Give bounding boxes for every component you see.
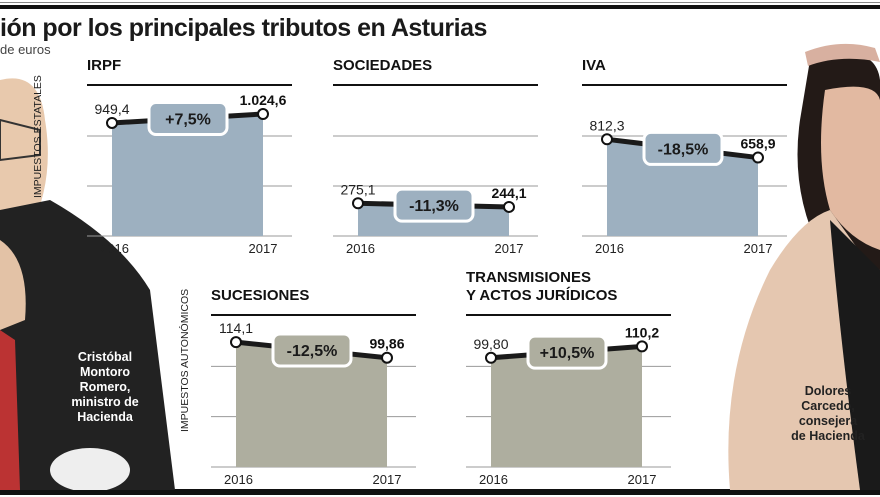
chart-sociedades: SOCIEDADES 275,1 244,1 -11,3% 2016 2017 xyxy=(333,57,538,256)
subtitle: de euros xyxy=(0,42,51,57)
change-badge xyxy=(147,101,229,136)
x-tick-label: 2016 xyxy=(224,472,253,487)
caption-minister: Cristóbal Montoro Romero, ministro de Ha… xyxy=(60,350,150,425)
chart-irpf: IRPF 949,4 1.024,6 +7,5% 2016 2017 xyxy=(87,57,292,256)
chart-sucesiones: SUCESIONES 114,1 99,86 -12,5% 2016 2017 xyxy=(211,287,416,487)
chart-iva: IVA 812,3 658,9 -18,5% 2016 2017 xyxy=(582,57,787,256)
caption-line: Carcedo, xyxy=(801,399,855,413)
x-tick-label: 2016 xyxy=(100,241,129,256)
data-point-2016 xyxy=(601,133,613,146)
change-label: -12,5% xyxy=(287,343,338,360)
change-badge xyxy=(393,187,475,223)
value-label-2016: 114,1 xyxy=(219,320,253,336)
chart-title: TRANSMISIONES xyxy=(466,269,591,286)
page-title: ión por los principales tributos en Astu… xyxy=(0,14,487,42)
x-tick-label: 2017 xyxy=(628,472,657,487)
x-tick-label: 2017 xyxy=(249,241,278,256)
data-point-2017 xyxy=(503,200,515,213)
value-label-2016: 275,1 xyxy=(340,181,375,197)
x-tick-label: 2017 xyxy=(495,241,524,256)
value-label-2017: 244,1 xyxy=(491,185,526,201)
value-label-2017: 99,86 xyxy=(369,336,404,352)
change-badge xyxy=(642,130,724,166)
value-label-2016: 99,80 xyxy=(473,336,508,352)
data-point-2016 xyxy=(230,336,242,349)
value-label-2016: 949,4 xyxy=(94,101,129,117)
minister-photo xyxy=(0,78,175,490)
chart-title: Y ACTOS JURÍDICOS xyxy=(466,287,617,304)
change-badge xyxy=(271,332,353,368)
data-point-2016 xyxy=(352,197,364,210)
x-tick-label: 2016 xyxy=(479,472,508,487)
x-tick-label: 2016 xyxy=(346,241,375,256)
caption-line: ministro de xyxy=(71,395,139,409)
x-tick-label: 2017 xyxy=(744,241,773,256)
bottom-rule xyxy=(0,489,880,495)
chart-title: IVA xyxy=(582,57,606,74)
area-fill xyxy=(491,346,642,467)
top-rule xyxy=(0,5,880,9)
caption-line: Montoro xyxy=(80,365,130,379)
value-label-2016: 812,3 xyxy=(589,117,624,133)
caption-line: Romero, xyxy=(79,380,131,394)
change-label: -18,5% xyxy=(658,141,709,158)
group-label-regional: IMPUESTOS AUTONÓMICOS xyxy=(179,288,191,432)
area-fill xyxy=(236,342,387,467)
data-point-2017 xyxy=(381,351,393,364)
councillor-photo xyxy=(728,43,880,490)
value-label-2017: 110,2 xyxy=(625,324,659,340)
change-badge xyxy=(526,334,608,370)
data-point-2017 xyxy=(636,340,648,353)
caption-councillor: Dolores Carcedo, consejera de Hacienda xyxy=(778,384,878,444)
caption-line: de Hacienda xyxy=(791,429,865,443)
chart-title: SUCESIONES xyxy=(211,287,309,304)
data-point-2016 xyxy=(485,351,497,364)
value-label-2017: 658,9 xyxy=(740,136,775,152)
data-point-2016 xyxy=(106,116,118,129)
caption-line: Dolores xyxy=(804,384,852,398)
top-rule-thin xyxy=(0,2,880,3)
value-label-2017: 1.024,6 xyxy=(240,92,287,108)
change-label: -11,3% xyxy=(409,198,459,215)
area-fill xyxy=(112,114,263,236)
change-label: +10,5% xyxy=(540,345,595,362)
data-point-2017 xyxy=(752,151,764,164)
chart-title: IRPF xyxy=(87,57,121,74)
x-tick-label: 2016 xyxy=(595,241,624,256)
change-label: +7,5% xyxy=(165,112,211,129)
caption-line: Cristóbal xyxy=(77,350,133,364)
caption-line: Hacienda xyxy=(77,410,133,424)
data-point-2017 xyxy=(257,108,269,121)
group-label-state: IMPUESTOS ESTATALES xyxy=(32,75,44,198)
x-tick-label: 2017 xyxy=(373,472,402,487)
chart-title: SOCIEDADES xyxy=(333,57,432,74)
caption-line: consejera xyxy=(798,414,858,428)
